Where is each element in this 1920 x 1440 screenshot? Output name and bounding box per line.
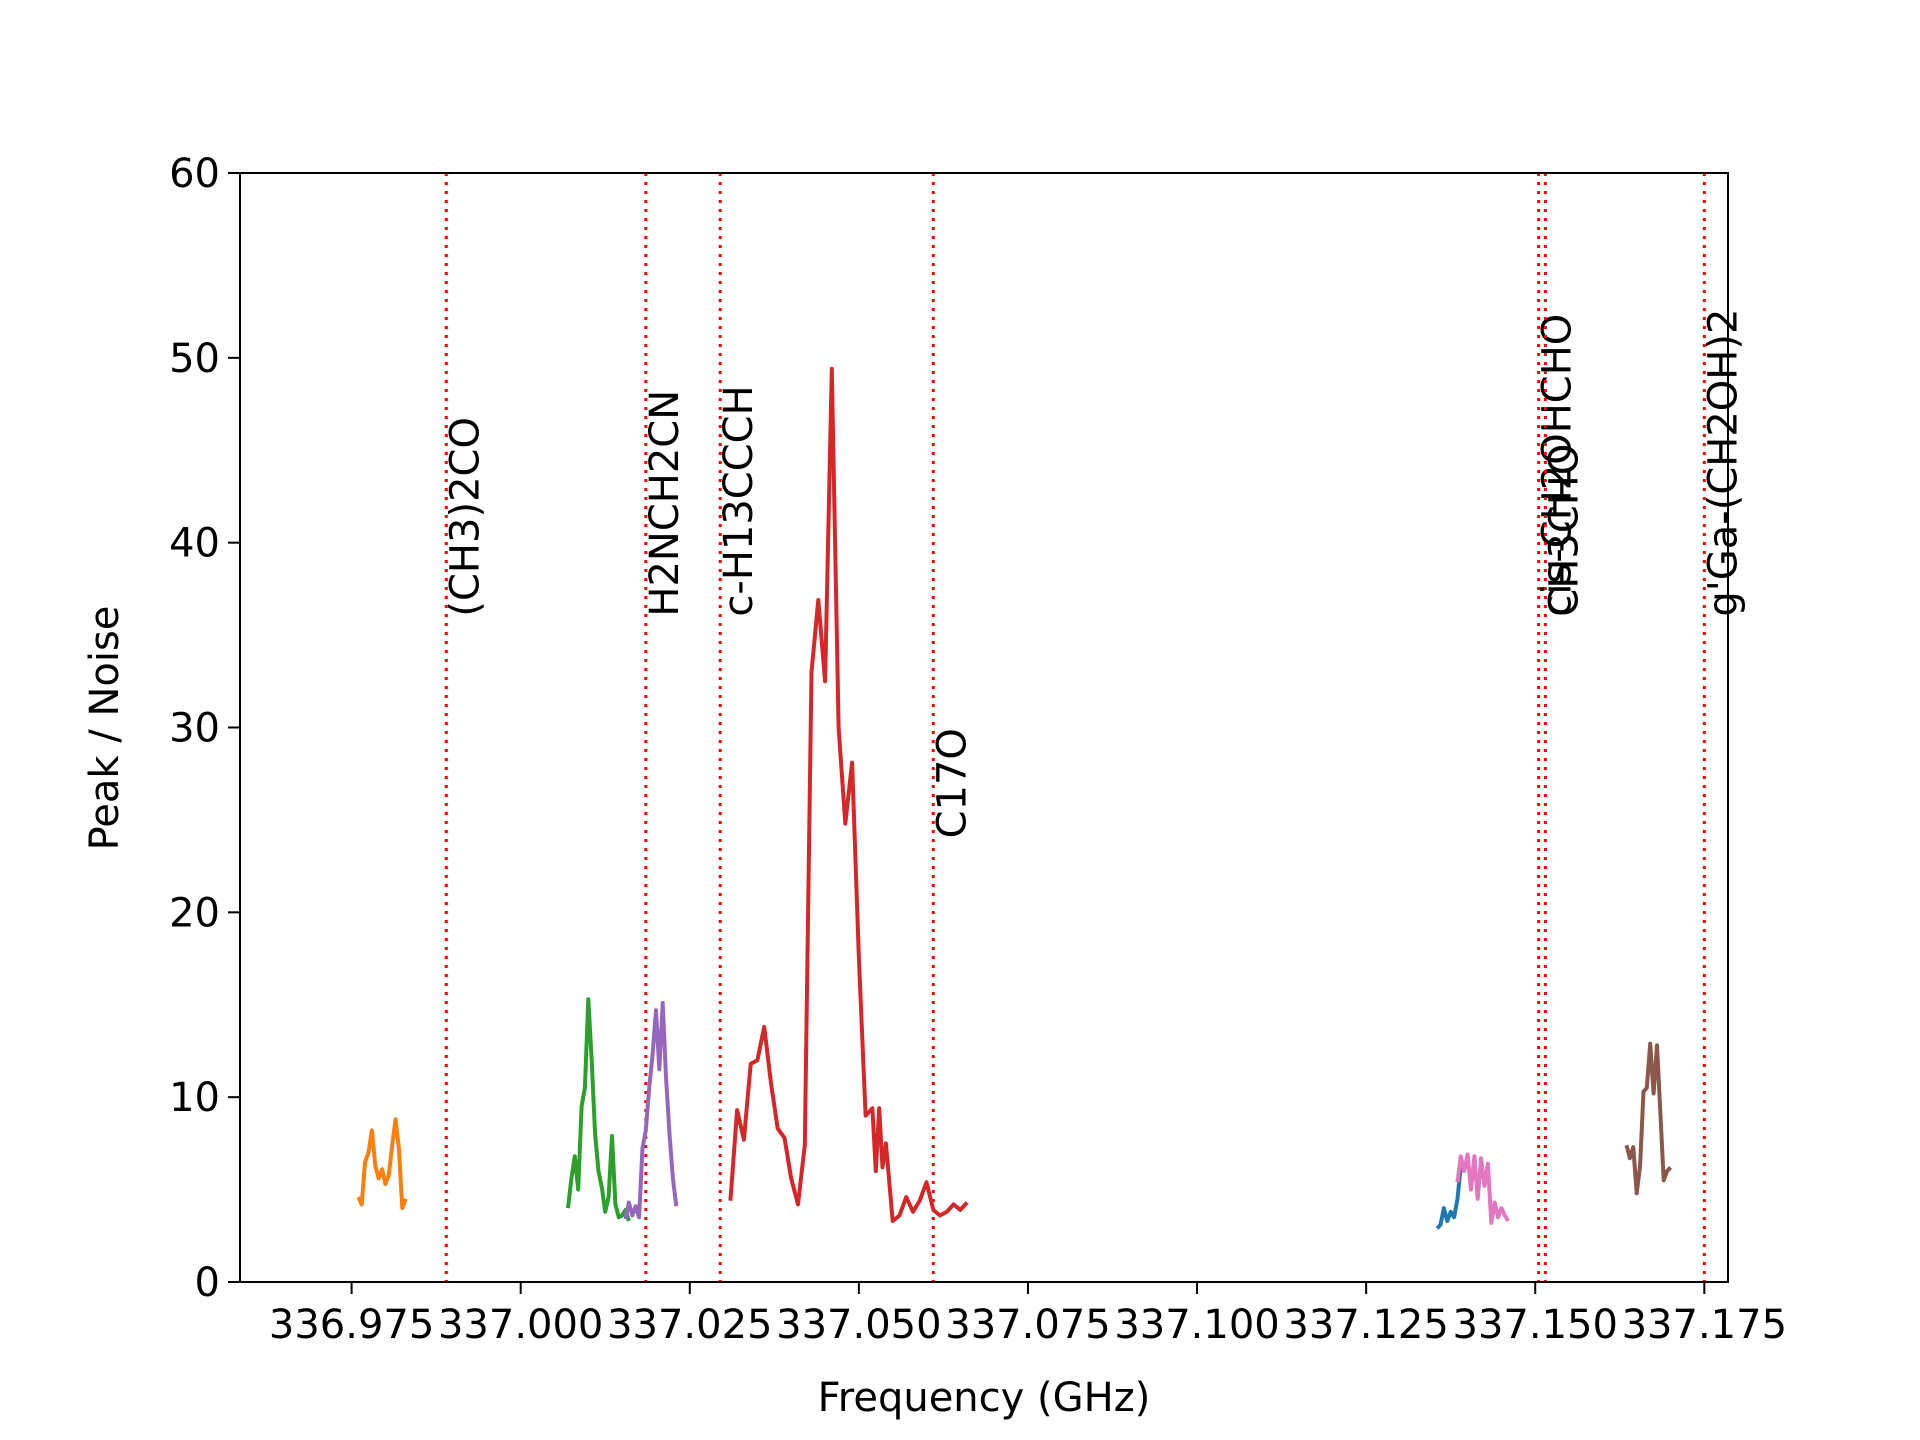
line-marker-label: CH3CHO [1541, 444, 1587, 617]
x-tick-label: 337.125 [1283, 1302, 1448, 1348]
y-tick-label: 40 [169, 521, 220, 567]
line-marker-label: c-H13CCCH [716, 385, 762, 616]
line-marker-label: (CH3)2CO [442, 417, 488, 617]
x-tick-label: 336.975 [269, 1302, 434, 1348]
x-tick-label: 337.025 [607, 1302, 772, 1348]
y-tick-label: 50 [169, 336, 220, 382]
x-tick-label: 337.050 [776, 1302, 941, 1348]
line-marker-label: g'Ga-(CH2OH)2 [1700, 309, 1746, 617]
x-axis-ticks: 336.975 337.000 337.025 337.050 337.075 337.1… [269, 1282, 1787, 1348]
y-tick-label: 30 [169, 706, 220, 752]
line-markers: (CH3)2CO H2NCH2CN c-H13CCCH C17O cis-CH2OHCH… [442, 173, 1746, 1282]
line-marker-label: H2NCH2CN [642, 390, 688, 617]
x-tick-label: 337.150 [1453, 1302, 1618, 1348]
y-tick-label: 10 [169, 1075, 220, 1121]
line-marker-label: C17O [929, 728, 975, 838]
y-tick-label: 20 [169, 890, 220, 936]
line-marker-label: cis-CH2OHCHO [1535, 314, 1581, 617]
series-line [623, 1000, 679, 1220]
y-axis-ticks: 0 10 20 30 40 50 60 [169, 151, 240, 1306]
x-tick-label: 337.175 [1622, 1302, 1787, 1348]
series-line [1624, 1041, 1672, 1196]
x-tick-label: 337.000 [438, 1302, 603, 1348]
x-tick-label: 337.075 [945, 1302, 1110, 1348]
x-tick-label: 337.100 [1114, 1302, 1279, 1348]
data-series [356, 366, 1672, 1230]
series-line [728, 366, 969, 1223]
y-tick-label: 0 [195, 1260, 220, 1306]
series-line [566, 997, 631, 1222]
y-axis-label: Peak / Noise [82, 606, 128, 851]
series-line [1435, 1165, 1463, 1230]
y-tick-label: 60 [169, 151, 220, 197]
series-line [356, 1117, 408, 1211]
series-line [1455, 1152, 1510, 1225]
x-axis-label: Frequency (GHz) [818, 1375, 1151, 1421]
